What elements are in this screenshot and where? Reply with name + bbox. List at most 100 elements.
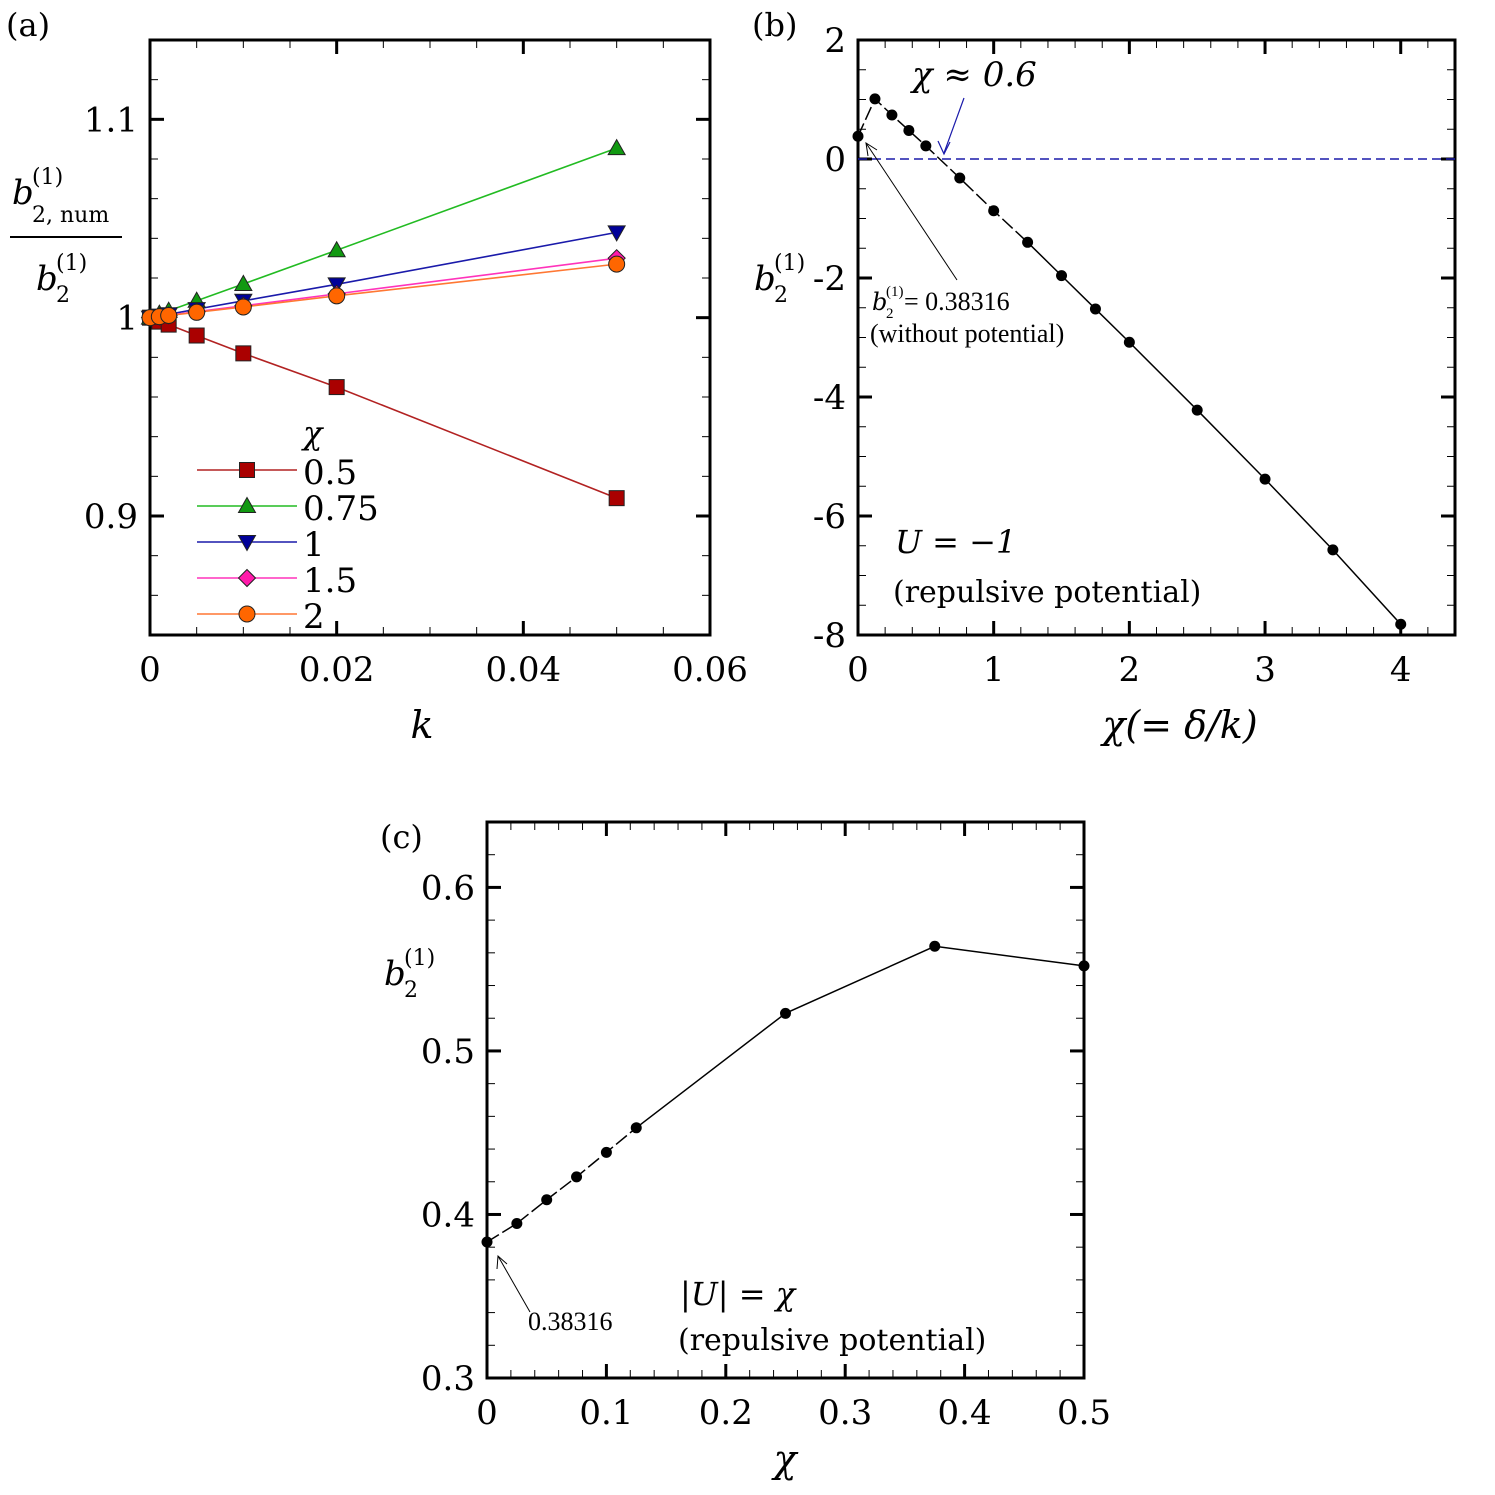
x-tick-label: 1 (983, 650, 1005, 690)
data-point (541, 1194, 553, 1206)
no-potential-note: (without potential) (870, 319, 1064, 348)
marker-chi-2 (328, 287, 346, 305)
y-tick-label: 1.1 (84, 100, 138, 140)
panel-a-markers (140, 138, 627, 507)
panel-b: (b) 0 1 2 3 4 -8 -6 -4 -2 0 2 b (1) 2 χ(= δ/k) χ ≈… (752, 6, 1457, 747)
legend-marker (237, 535, 257, 552)
condition-c: |U| = χ (680, 1275, 797, 1313)
data-point (1089, 303, 1101, 315)
ylabel-base: b (384, 954, 406, 994)
axes-frame (148, 38, 712, 637)
legend-marker (238, 605, 256, 623)
panel-b-label: (b) (752, 6, 797, 44)
y-tick-label: 0.5 (421, 1032, 475, 1072)
y-tick-label: 0.6 (421, 868, 475, 908)
marker-chi-2 (234, 298, 252, 316)
data-point (929, 940, 941, 952)
panel-a-axes: 0 0.02 0.04 0.06 0.9 1 1.1 (84, 38, 748, 690)
panel-c-axes: 0 0.1 0.2 0.3 0.4 0.5 0.3 0.4 0.5 0.6 (421, 820, 1111, 1433)
crossing-arrow-head (937, 140, 951, 156)
data-point (481, 1236, 493, 1248)
marker-chi-0.75 (233, 274, 253, 291)
panel-b-markers (852, 93, 1407, 630)
ylabel-den-sup: (1) (56, 251, 87, 276)
data-point (630, 1122, 642, 1134)
x-tick-label: 0.3 (818, 1393, 872, 1433)
data-point (1327, 544, 1339, 556)
panel-b-xlabel: χ(= δ/k) (1099, 703, 1257, 747)
y-tick-label: -8 (813, 616, 846, 656)
marker-chi-0.75 (327, 240, 347, 258)
x-tick-label: 2 (1119, 650, 1141, 690)
start-value-annotation: 0.38316 (528, 1307, 613, 1336)
data-point (1078, 960, 1090, 972)
x-tick-label: 0.4 (938, 1393, 992, 1433)
no-potential-lhs-base: b (872, 288, 887, 316)
legend-entry: 0.75 (303, 489, 379, 529)
legend-entry: 2 (303, 597, 325, 637)
panel-a-label: (a) (6, 6, 50, 44)
panel-c-xlabel: χ (770, 1437, 798, 1481)
y-tick-label: 1 (116, 299, 138, 339)
data-point (903, 124, 915, 136)
data-point (600, 1146, 612, 1158)
ylabel-sub: 2 (404, 978, 418, 1003)
y-tick-label: 0.3 (421, 1359, 475, 1399)
panel-b-axes: 0 1 2 3 4 -8 -6 -4 -2 0 2 (813, 21, 1457, 690)
ylabel-sup: (1) (404, 946, 435, 971)
panel-c-ylabel: b (1) 2 (384, 946, 435, 1003)
data-point (886, 109, 898, 121)
no-potential-lhs-sup: (1) (886, 284, 904, 300)
marker-chi-1 (607, 225, 627, 242)
y-tick-label: 0.9 (84, 497, 138, 537)
data-point (511, 1217, 523, 1229)
data-point (920, 140, 932, 152)
ylabel-den-sub: 2 (56, 283, 70, 308)
panel-a: (a) 0 0.02 0.04 0.060.911.1 χ 0.50.7511.52 … (6, 6, 748, 747)
data-point (571, 1171, 583, 1183)
series-line-chi-2 (149, 263, 617, 319)
x-tick-label: 4 (1390, 650, 1412, 690)
ylabel-num-sup: (1) (32, 165, 63, 190)
start-value-arrow (497, 1255, 531, 1313)
x-tick-label: 0.2 (699, 1393, 753, 1433)
x-tick-label: 0.02 (299, 650, 375, 690)
marker-chi-0.75 (607, 138, 627, 156)
series-line-solid (1027, 241, 1402, 625)
y-tick-label: 0 (824, 140, 846, 180)
data-point (1022, 236, 1034, 248)
x-tick-label: 0.06 (672, 650, 748, 690)
legend-entry: 1 (303, 525, 325, 565)
ylabel-sub: 2 (774, 283, 788, 308)
x-tick-label: 0.5 (1057, 1393, 1111, 1433)
condition-b: U = −1 (895, 523, 1016, 561)
marker-chi-0.5 (328, 379, 345, 396)
x-tick-label: 0 (847, 650, 869, 690)
data-point (1395, 618, 1407, 630)
legend-marker (237, 496, 257, 513)
marker-chi-0.5 (188, 327, 205, 344)
start-value-arrow-head (496, 1254, 508, 1270)
data-point (780, 1007, 791, 1019)
legend-marker (239, 462, 255, 478)
x-tick-label: 3 (1254, 650, 1276, 690)
no-potential-arrow-head (865, 141, 878, 157)
crossing-arrow (943, 97, 965, 154)
y-tick-label: 2 (824, 21, 846, 61)
series-line-solid (635, 945, 1085, 1129)
ylabel-den-base: b (36, 259, 58, 299)
y-tick-label: -2 (813, 259, 846, 299)
x-tick-label: 0.04 (485, 650, 561, 690)
series-line-chi-1.5 (149, 257, 617, 319)
legend-marker (237, 568, 257, 588)
legend-entry: 0.5 (303, 453, 357, 493)
x-tick-label: 0.1 (579, 1393, 633, 1433)
data-point (1259, 473, 1271, 485)
series-line-chi-0.75 (149, 147, 617, 319)
data-point (1056, 270, 1068, 282)
no-potential-value: = 0.38316 (904, 287, 1010, 316)
crossing-annotation: χ ≈ 0.6 (910, 55, 1037, 95)
condition-note-b: (repulsive potential) (893, 575, 1201, 610)
